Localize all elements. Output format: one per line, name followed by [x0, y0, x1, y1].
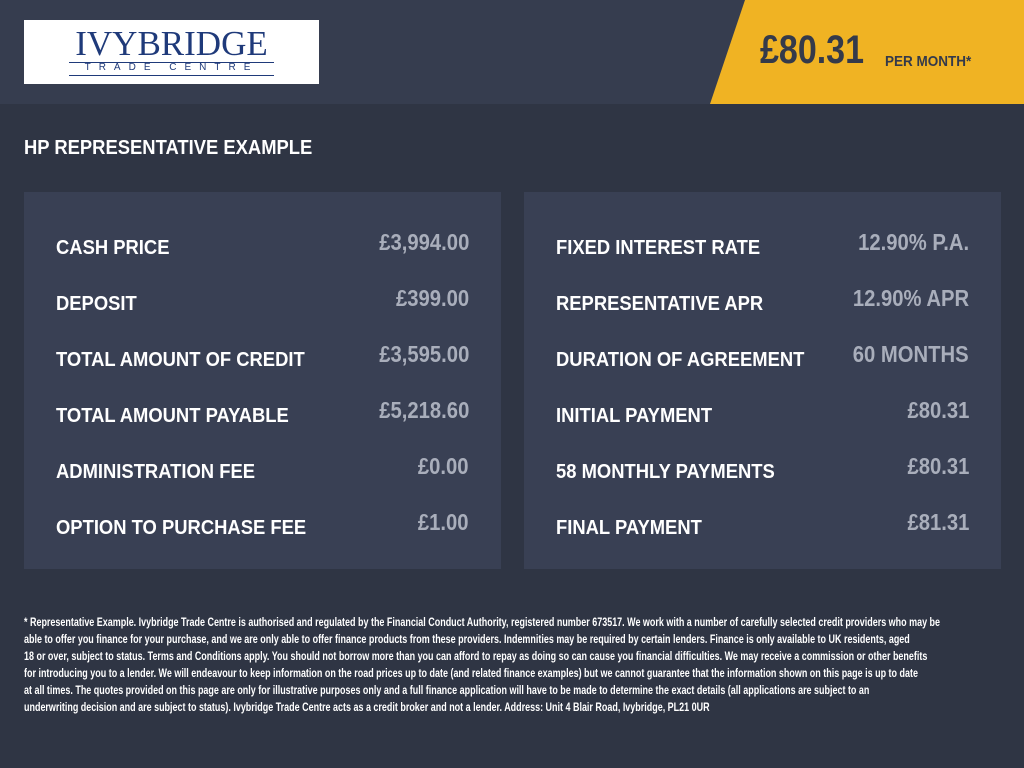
- finance-row: FIXED INTEREST RATE 12.90% P.A.: [556, 229, 969, 259]
- finance-row: CASH PRICE £3,994.00: [56, 229, 469, 259]
- finance-value: £80.31: [907, 453, 969, 479]
- logo-rule: [69, 62, 274, 63]
- finance-label: INITIAL PAYMENT: [556, 405, 713, 427]
- disclaimer-line: for introducing you to a lender. We will…: [24, 668, 918, 680]
- finance-label: CASH PRICE: [56, 237, 170, 259]
- finance-label: TOTAL AMOUNT PAYABLE: [56, 405, 289, 427]
- finance-row: REPRESENTATIVE APR 12.90% APR: [556, 285, 969, 315]
- finance-value: 60 MONTHS: [853, 341, 969, 367]
- logo-rule: [69, 75, 274, 76]
- finance-row: OPTION TO PURCHASE FEE £1.00: [56, 509, 469, 539]
- finance-row: DURATION OF AGREEMENT 60 MONTHS: [556, 341, 969, 371]
- finance-label: FIXED INTEREST RATE: [556, 237, 761, 259]
- finance-value: 12.90% P.A.: [857, 229, 969, 255]
- finance-row: INITIAL PAYMENT £80.31: [556, 397, 969, 427]
- finance-value: 12.90% APR: [852, 285, 969, 311]
- finance-label: DEPOSIT: [56, 293, 137, 315]
- disclaimer: * Representative Example. Ivybridge Trad…: [24, 615, 984, 717]
- finance-label: REPRESENTATIVE APR: [556, 293, 764, 315]
- header: IVYBRIDGE TRADE CENTRE £80.31 PER MONTH*: [0, 0, 1024, 104]
- disclaimer-line: able to offer you finance for your purch…: [24, 634, 910, 646]
- logo-subtitle: TRADE CENTRE: [84, 62, 259, 73]
- monthly-price: £80.31: [760, 28, 864, 72]
- finance-row: TOTAL AMOUNT PAYABLE £5,218.60: [56, 397, 469, 427]
- finance-row: DEPOSIT £399.00: [56, 285, 469, 315]
- logo-name: IVYBRIDGE: [75, 24, 268, 63]
- finance-label: TOTAL AMOUNT OF CREDIT: [56, 349, 305, 371]
- section-title: HP REPRESENTATIVE EXAMPLE: [24, 137, 313, 159]
- finance-row: 58 MONTHLY PAYMENTS £80.31: [556, 453, 969, 483]
- finance-panel-left: CASH PRICE £3,994.00 DEPOSIT £399.00 TOTAL A…: [24, 192, 501, 569]
- finance-value: £81.31: [907, 509, 969, 535]
- finance-value: £5,218.60: [378, 397, 469, 423]
- finance-label: OPTION TO PURCHASE FEE: [56, 517, 307, 539]
- finance-row: ADMINISTRATION FEE £0.00: [56, 453, 469, 483]
- monthly-price-banner: £80.31 PER MONTH*: [710, 0, 1024, 104]
- disclaimer-line: underwriting decision and are subject to…: [24, 702, 710, 714]
- finance-value: £3,595.00: [378, 341, 469, 367]
- disclaimer-line: * Representative Example. Ivybridge Trad…: [24, 617, 941, 629]
- finance-panel-right: FIXED INTEREST RATE 12.90% P.A. REPRESENTA…: [524, 192, 1001, 569]
- disclaimer-line: at all times. The quotes provided on thi…: [24, 685, 870, 697]
- finance-label: ADMINISTRATION FEE: [56, 461, 255, 483]
- finance-label: DURATION OF AGREEMENT: [556, 349, 805, 371]
- finance-label: FINAL PAYMENT: [556, 517, 702, 539]
- per-month-label: PER MONTH*: [885, 53, 972, 70]
- finance-row: FINAL PAYMENT £81.31: [556, 509, 969, 539]
- finance-value: £399.00: [395, 285, 469, 311]
- disclaimer-line: 18 or over, subject to status. Terms and…: [24, 651, 928, 663]
- finance-value: £1.00: [418, 509, 469, 535]
- finance-value: £3,994.00: [378, 229, 469, 255]
- finance-value: £80.31: [907, 397, 969, 423]
- finance-value: £0.00: [418, 453, 469, 479]
- finance-row: TOTAL AMOUNT OF CREDIT £3,595.00: [56, 341, 469, 371]
- ivybridge-logo[interactable]: IVYBRIDGE TRADE CENTRE: [24, 20, 319, 84]
- finance-label: 58 MONTHLY PAYMENTS: [556, 461, 775, 483]
